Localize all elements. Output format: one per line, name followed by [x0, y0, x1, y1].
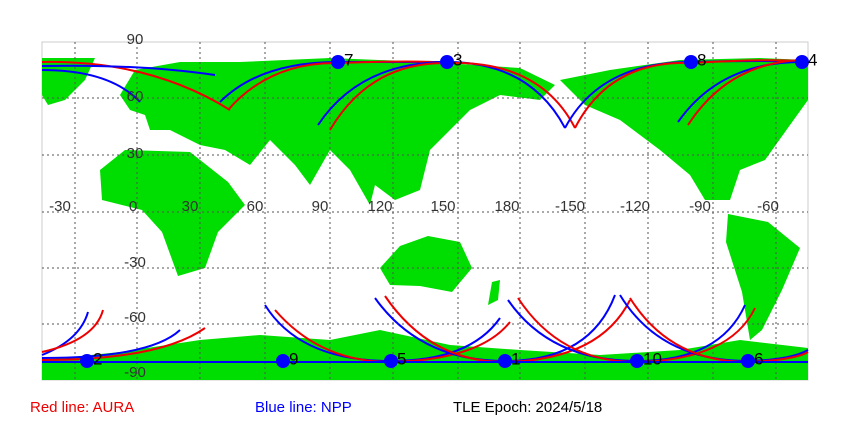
- marker-label: 4: [808, 50, 817, 69]
- map: 90 60 30 -30 -60 -90 -30 0 30 60 90 120 …: [41, 31, 817, 381]
- south-america: [726, 214, 800, 340]
- marker-label: 8: [697, 50, 706, 69]
- marker-label: 10: [643, 349, 662, 368]
- npp-track: [677, 61, 803, 123]
- satellite-marker: [384, 354, 398, 368]
- marker-label: 2: [93, 349, 102, 368]
- satellite-marker: [276, 354, 290, 368]
- lat-label: 60: [127, 88, 144, 105]
- npp-track: [41, 311, 89, 356]
- tracks: [41, 59, 809, 364]
- lon-label: 0: [129, 198, 137, 215]
- satellite-marker: [80, 354, 94, 368]
- lon-label: -60: [757, 198, 779, 215]
- npp-track: [41, 329, 181, 359]
- satellite-marker: [440, 55, 454, 69]
- africa: [100, 150, 245, 276]
- lon-label: 30: [182, 198, 199, 215]
- lat-label: 30: [127, 145, 144, 162]
- satellite-marker: [741, 354, 755, 368]
- lon-label: 180: [494, 198, 519, 215]
- aura-track: [329, 61, 448, 131]
- lon-labels: -30 0 30 60 90 120 150 180 -150 -120 -90…: [49, 198, 779, 215]
- grid: [42, 42, 808, 380]
- legend-npp: Blue line: NPP: [255, 399, 352, 416]
- aura-track: [41, 60, 231, 111]
- lat-labels: 90 60 30 -30 -60 -90: [124, 31, 146, 381]
- marker-label: 7: [344, 50, 353, 69]
- lat-label: -60: [124, 309, 146, 326]
- marker-label: 3: [453, 50, 462, 69]
- lat-label: -30: [124, 254, 146, 271]
- new-zealand: [488, 280, 500, 305]
- north-america: [560, 58, 808, 200]
- lon-label: -90: [689, 198, 711, 215]
- australia: [380, 236, 472, 292]
- lon-label: 150: [430, 198, 455, 215]
- aura-track: [227, 60, 576, 129]
- satellite-marker: [684, 55, 698, 69]
- lon-label: 120: [367, 198, 392, 215]
- marker-label: 6: [754, 349, 763, 368]
- tle-epoch: TLE Epoch: 2024/5/18: [453, 399, 602, 416]
- aura-track: [41, 327, 206, 361]
- marker-label: 1: [511, 349, 520, 368]
- satellite-marker: [331, 55, 345, 69]
- markers: 7 3 8 4 2 9 5 1 10 6: [80, 50, 817, 368]
- satellite-marker: [630, 354, 644, 368]
- aura-track: [41, 309, 104, 353]
- lon-label: 60: [247, 198, 264, 215]
- satellite-marker: [795, 55, 809, 69]
- legend-aura: Red line: AURA: [30, 399, 134, 416]
- lon-label: -120: [620, 198, 650, 215]
- lon-label: 90: [312, 198, 329, 215]
- marker-label: 9: [289, 349, 298, 368]
- npp-track: [41, 69, 141, 103]
- antarctica: [42, 330, 808, 380]
- satellite-marker: [498, 354, 512, 368]
- lat-label: -90: [124, 364, 146, 381]
- npp-track: [41, 64, 216, 76]
- marker-label: 5: [397, 349, 406, 368]
- lat-label: 90: [127, 31, 144, 48]
- lon-label: -150: [555, 198, 585, 215]
- lon-label: -30: [49, 198, 71, 215]
- aura-track: [687, 59, 809, 126]
